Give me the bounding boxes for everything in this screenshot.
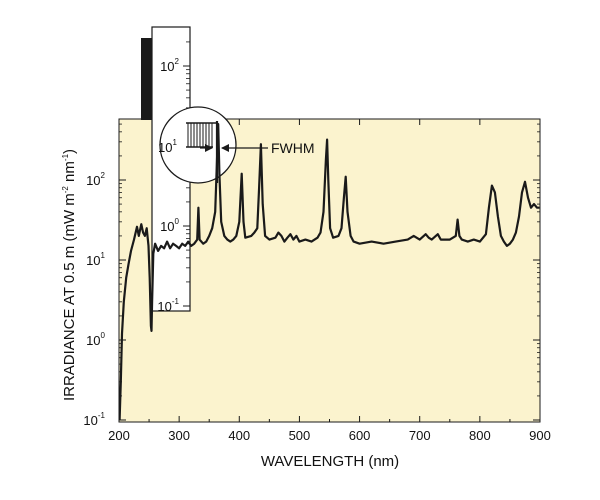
x-tick-label: 800 — [469, 428, 491, 443]
inset-panel: 10-1100101102101FWHM — [141, 26, 315, 314]
y-tick-label: 10-1 — [83, 411, 105, 428]
inset-y-tick-label: 100 — [160, 217, 179, 234]
y-ticks: 10-1 100 101 102 — [83, 123, 540, 428]
x-tick-label: 600 — [349, 428, 371, 443]
spectrum-series — [118, 122, 540, 421]
x-tick-label: 700 — [409, 428, 431, 443]
y-tick-label: 101 — [86, 251, 105, 268]
y-axis-title: IRRADIANCE AT 0.5 m (mW m-2 nm-1) — [61, 149, 78, 401]
fwhm-arrowhead-right — [221, 144, 229, 152]
x-axis-title: WAVELENGTH (nm) — [261, 453, 399, 470]
fwhm-arrowhead-left — [205, 144, 213, 152]
inset-dark-bar — [141, 38, 152, 120]
spectrum-line — [118, 122, 540, 421]
x-tick-label: 400 — [228, 428, 250, 443]
x-tick-label: 500 — [289, 428, 311, 443]
fwhm-label: FWHM — [271, 140, 315, 156]
magnifier-tick-label: 101 — [158, 138, 177, 155]
x-tick-label: 200 — [108, 428, 130, 443]
x-tick-label: 300 — [168, 428, 190, 443]
x-tick-label: 900 — [529, 428, 551, 443]
inset-y-tick-label: 102 — [160, 57, 179, 74]
inset-y-tick-label: 10-1 — [157, 297, 179, 314]
y-tick-label: 100 — [86, 331, 105, 348]
y-tick-label: 102 — [86, 171, 105, 188]
x-ticks: 200 300 400 500 600 700 800 900 — [108, 119, 551, 443]
